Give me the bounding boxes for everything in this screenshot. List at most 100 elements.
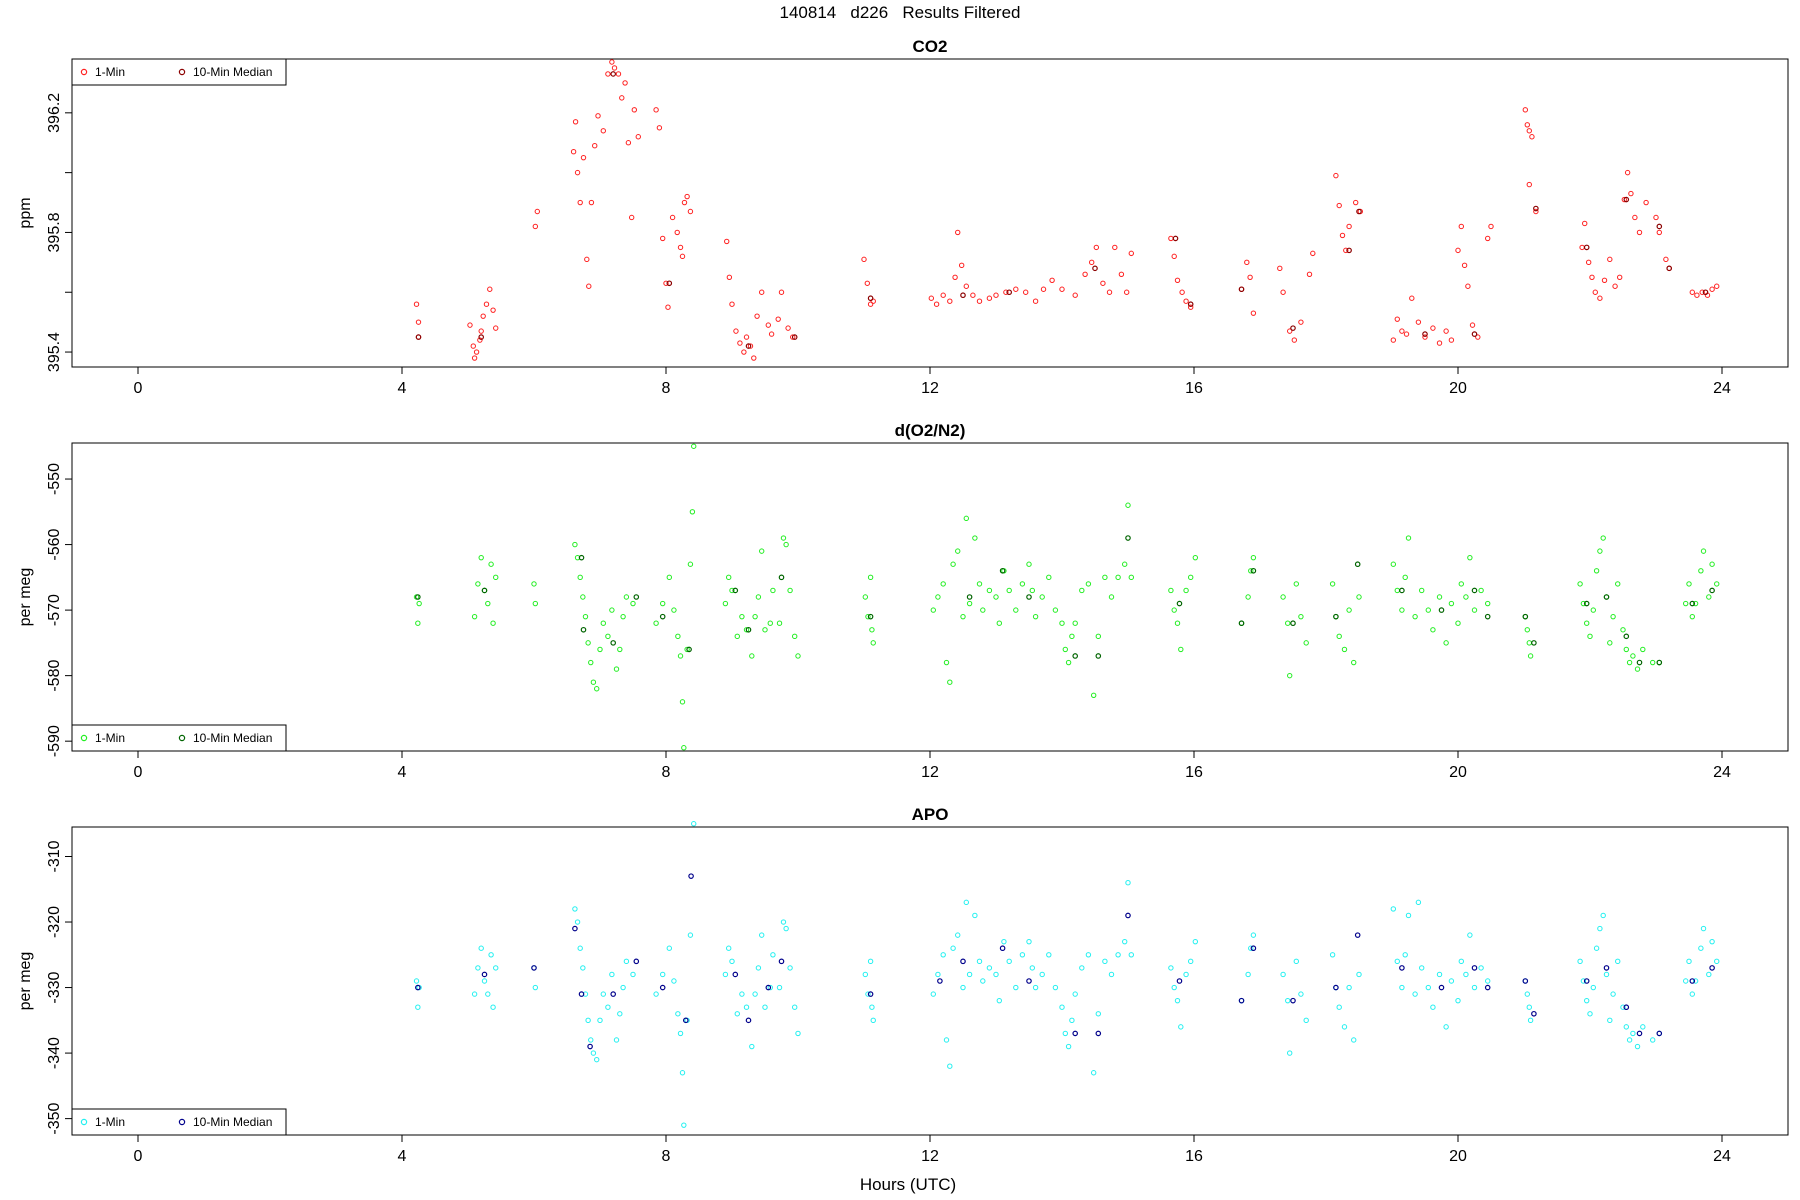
data-point-1min [1013, 286, 1019, 292]
y-tick-label: 395.4 [46, 332, 63, 372]
data-point-1min [1612, 283, 1618, 289]
data-point-1min [1128, 952, 1135, 958]
data-point-1min [1610, 613, 1616, 620]
data-point-1min [1526, 640, 1532, 646]
data-point-1min [864, 280, 870, 286]
data-point-median [745, 343, 752, 349]
data-point-1min [1029, 965, 1036, 971]
data-point-1min [588, 199, 595, 206]
data-point-median [1438, 607, 1445, 613]
data-point-median [1238, 620, 1245, 627]
data-point-1min [1072, 991, 1078, 997]
data-point-1min [862, 594, 869, 600]
data-point-1min [1108, 594, 1115, 600]
data-point-1min [1683, 978, 1689, 984]
x-tick-label: 16 [1185, 1148, 1203, 1165]
data-point-1min [759, 932, 765, 938]
data-point-1min [1029, 587, 1036, 594]
data-point-median [732, 587, 739, 594]
data-point-1min [1171, 984, 1177, 991]
data-point-1min [1430, 627, 1436, 633]
data-point-1min [1527, 653, 1534, 659]
data-point-1min [671, 978, 677, 984]
data-point-median [1006, 289, 1013, 296]
data-point-1min [490, 1004, 496, 1010]
data-point-1min [1346, 223, 1352, 230]
data-point-1min [1072, 292, 1078, 298]
data-point-1min [477, 337, 483, 343]
data-point-1min [1694, 292, 1700, 298]
data-point-1min [1168, 965, 1174, 971]
data-point-1min [684, 193, 690, 200]
data-point-1min [1650, 659, 1656, 666]
data-point-1min [928, 295, 935, 301]
data-point-median [1290, 325, 1296, 331]
data-point-1min [955, 229, 961, 236]
x-tick-label: 8 [662, 1148, 671, 1165]
data-point-median [1636, 659, 1643, 666]
data-point-median [587, 1043, 593, 1050]
series-1min-points [413, 59, 1720, 361]
y-tick-label: -340 [46, 1037, 63, 1069]
data-point-1min [1178, 1024, 1184, 1030]
data-point-1min [1280, 594, 1286, 600]
data-point-1min [1065, 1043, 1072, 1050]
data-point-1min [950, 945, 956, 951]
data-point-1min [597, 1017, 603, 1024]
data-point-1min [478, 945, 484, 951]
data-point-1min [1341, 1024, 1348, 1030]
data-point-1min [600, 991, 606, 997]
data-point-1min [1443, 640, 1449, 646]
data-point-1min [722, 971, 729, 978]
data-point-1min [1287, 1050, 1293, 1056]
data-point-1min [653, 620, 659, 626]
data-point-1min [1458, 223, 1465, 230]
data-point-median [572, 925, 578, 932]
data-point-1min [940, 581, 946, 587]
data-point-1min [681, 745, 687, 751]
data-point-1min [1250, 932, 1257, 938]
data-point-median [1533, 205, 1539, 212]
data-point-1min [867, 958, 874, 965]
data-point-1min [625, 140, 632, 146]
data-point-1min [1436, 971, 1443, 978]
data-point-median [1346, 247, 1352, 254]
data-point-median [1623, 633, 1630, 640]
data-point-median [1583, 978, 1590, 984]
data-point-1min [467, 322, 473, 328]
data-point-1min [609, 607, 615, 613]
data-point-1min [1188, 958, 1194, 965]
y-tick-label: 395.8 [46, 212, 63, 252]
data-point-1min [943, 659, 950, 666]
data-point-1min [1346, 607, 1352, 613]
x-tick-label: 12 [921, 380, 939, 397]
data-point-1min [1533, 208, 1539, 215]
data-point-1min [1412, 991, 1418, 997]
data-point-1min [413, 978, 420, 984]
data-point-1min [1079, 587, 1085, 594]
data-point-median [659, 984, 666, 991]
data-point-1min [1052, 607, 1059, 613]
data-point-1min [1419, 587, 1425, 594]
data-point-1min [1072, 620, 1078, 626]
data-point-1min [933, 301, 940, 307]
data-point-1min [481, 978, 488, 984]
data-point-1min [1709, 561, 1715, 567]
x-tick-label: 0 [134, 764, 143, 781]
x-tick-label: 0 [134, 1148, 143, 1165]
data-point-1min [1600, 535, 1606, 541]
data-point-median [1026, 978, 1032, 984]
data-point-1min [1062, 646, 1069, 653]
x-tick-label: 8 [662, 764, 671, 781]
data-point-1min [1643, 199, 1649, 206]
data-point-1min [1621, 196, 1628, 203]
data-point-1min [620, 613, 626, 620]
chart-title: d(O2/N2) [895, 421, 966, 440]
data-point-1min [656, 125, 663, 131]
data-point-1min [1394, 587, 1400, 594]
data-point-1min [1128, 250, 1135, 257]
data-point-median [415, 334, 422, 340]
data-point-1min [1192, 938, 1199, 945]
data-point-1min [1102, 574, 1108, 581]
